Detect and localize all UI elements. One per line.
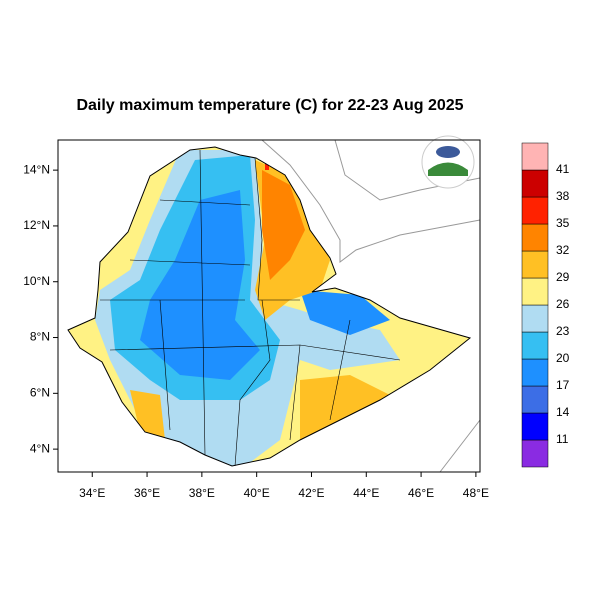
temperature-field (68, 147, 470, 466)
colorbar-label: 23 (556, 324, 570, 338)
admin-boundaries (67, 146, 472, 467)
map-title: Daily maximum temperature (C) for 22-23 … (76, 97, 463, 114)
colorbar-box (521, 142, 549, 171)
x-tick-label: 40°E (244, 486, 270, 500)
y-tick-label: 8°N (30, 330, 50, 344)
x-tick-label: 42°E (298, 486, 324, 500)
colorbar-box (521, 412, 549, 441)
colorbar-label: 38 (556, 189, 570, 203)
colorbar-box (521, 358, 549, 387)
x-tick-label: 38°E (189, 486, 215, 500)
colorbar-label: 17 (556, 378, 570, 392)
colorbar-box (521, 304, 549, 333)
colorbar-label: 20 (556, 351, 570, 365)
colorbar-box (521, 196, 549, 225)
colorbar-label: 11 (556, 432, 569, 446)
y-tick-label: 10°N (23, 274, 50, 288)
logo (421, 135, 475, 189)
colorbar-box (521, 223, 549, 252)
colorbar-label: 32 (556, 243, 570, 257)
colorbar-label: 29 (556, 270, 570, 284)
y-tick-label: 14°N (23, 162, 50, 176)
colorbar-box (521, 277, 549, 306)
x-tick-label: 48°E (463, 486, 489, 500)
colorbar-label: 26 (556, 297, 570, 311)
y-tick-label: 12°N (23, 218, 50, 232)
colorbar-label: 35 (556, 216, 570, 230)
x-tick-label: 44°E (353, 486, 379, 500)
y-tick-label: 6°N (30, 385, 50, 399)
colorbar-box (521, 331, 549, 360)
colorbar-box (521, 385, 549, 414)
colorbar-label: 14 (556, 405, 570, 419)
y-tick-label: 4°N (30, 441, 50, 455)
x-tick-label: 46°E (408, 486, 434, 500)
x-tick-label: 36°E (134, 486, 160, 500)
colorbar-box (521, 250, 549, 279)
colorbar-box (521, 439, 549, 468)
plot-frame (57, 139, 481, 473)
x-tick-label: 34°E (79, 486, 105, 500)
colorbar-box (521, 169, 549, 198)
colorbar-label: 41 (556, 162, 570, 176)
